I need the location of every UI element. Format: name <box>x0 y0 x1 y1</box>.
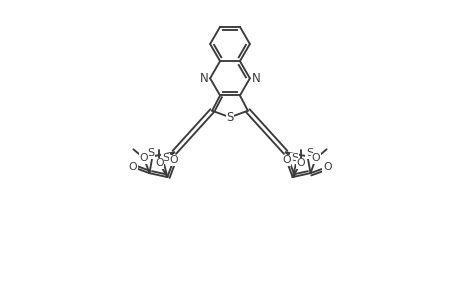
Text: N: N <box>251 72 260 85</box>
Text: O: O <box>296 158 304 168</box>
Text: O: O <box>169 155 178 165</box>
Text: S: S <box>305 148 313 158</box>
Text: N: N <box>199 72 208 85</box>
Text: O: O <box>311 153 319 163</box>
Text: O: O <box>155 158 163 168</box>
Text: S: S <box>162 153 168 163</box>
Text: O: O <box>140 153 148 163</box>
Text: O: O <box>322 162 331 172</box>
Text: O: O <box>281 155 290 165</box>
Text: S: S <box>146 148 154 158</box>
Text: S: S <box>226 111 233 124</box>
Text: O: O <box>128 162 137 172</box>
Text: S: S <box>291 153 297 163</box>
